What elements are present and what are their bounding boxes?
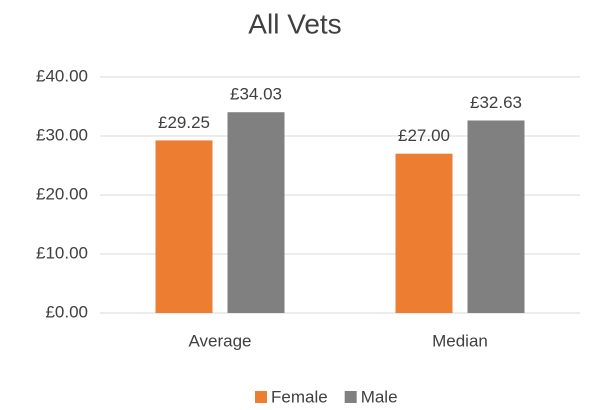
y-tick-label: £0.00 [45, 302, 88, 321]
legend-label: Female [271, 387, 328, 406]
value-label: £27.00 [398, 126, 450, 145]
bar [467, 120, 525, 313]
y-tick-label: £40.00 [36, 66, 88, 85]
bar [227, 112, 285, 314]
legend-label: Male [361, 387, 398, 406]
x-tick-label: Average [188, 331, 251, 350]
bar [395, 153, 453, 313]
y-tick-label: £10.00 [36, 243, 88, 262]
value-label: £34.03 [230, 85, 282, 104]
value-label: £29.25 [158, 113, 210, 132]
value-label: £32.63 [470, 93, 522, 112]
y-tick-label: £30.00 [36, 125, 88, 144]
y-tick-label: £20.00 [36, 184, 88, 203]
legend-swatch [344, 391, 357, 403]
chart-title: All Vets [248, 8, 341, 39]
x-tick-label: Median [432, 331, 488, 350]
legend-swatch [255, 391, 267, 403]
bar [155, 140, 213, 313]
